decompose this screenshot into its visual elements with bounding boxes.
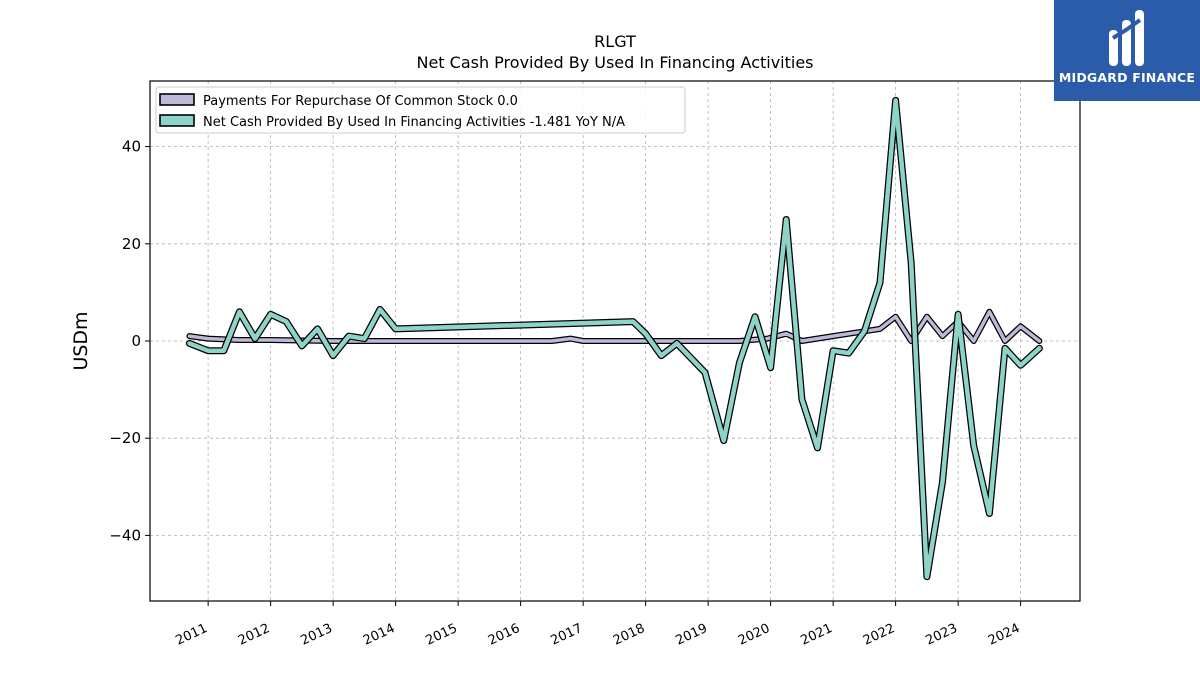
legend-swatch-financing <box>159 114 195 127</box>
x-tick-label: 2019 <box>673 621 709 649</box>
legend-label-financing: Net Cash Provided By Used In Financing A… <box>203 115 625 130</box>
series-0 <box>186 308 1043 344</box>
chart-title: RLGT <box>594 32 636 51</box>
y-tick-label: 40 <box>122 138 141 156</box>
x-tick-label: 2024 <box>986 621 1022 649</box>
x-tick-label: 2016 <box>486 621 522 649</box>
x-tick-label: 2014 <box>361 621 397 649</box>
y-tick-label: 0 <box>131 332 141 350</box>
y-tick-label: −20 <box>109 429 141 447</box>
x-tick-label: 2017 <box>548 621 584 649</box>
legend-frame <box>155 86 686 134</box>
x-tick-label: 2011 <box>173 621 209 649</box>
x-tick-label: 2023 <box>923 621 959 649</box>
legend-label-repurchase: Payments For Repurchase Of Common Stock … <box>203 94 518 109</box>
x-tick-label: 2015 <box>423 621 459 649</box>
series-line <box>187 310 1042 343</box>
x-tick-label: 2020 <box>736 621 772 649</box>
x-tick-label: 2013 <box>298 621 334 649</box>
series-1 <box>185 96 1043 581</box>
series-line <box>187 98 1042 579</box>
legend: Payments For Repurchase Of Common Stock … <box>155 86 686 134</box>
x-tick-label: 2021 <box>798 621 834 649</box>
chart-subtitle: Net Cash Provided By Used In Financing A… <box>416 53 813 72</box>
y-axis-label: USDm <box>70 311 92 370</box>
brand-badge: MIDGARD FINANCE <box>1054 0 1200 101</box>
midgard-m-logo-icon <box>1109 10 1144 66</box>
series-layer <box>185 96 1043 581</box>
x-tick-label: 2012 <box>236 621 272 649</box>
x-tick-label: 2018 <box>611 621 647 649</box>
y-tick-label: 20 <box>122 235 141 253</box>
x-tick-label: 2022 <box>861 621 897 649</box>
legend-swatch-repurchase <box>159 93 195 106</box>
y-tick-label: −40 <box>109 526 141 544</box>
brand-name: MIDGARD FINANCE <box>1058 70 1196 85</box>
